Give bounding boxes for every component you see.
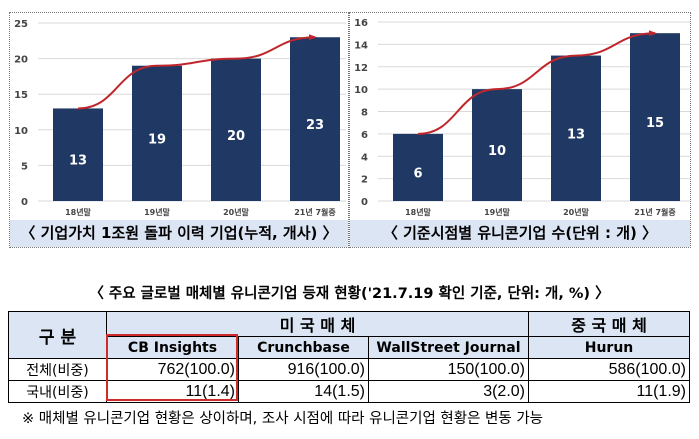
corner-header: 구 분	[8, 311, 107, 359]
bar	[211, 58, 261, 201]
footnote: ※ 매체별 유니콘기업 현황은 상이하며, 조사 시점에 따라 유니콘기업 현황…	[22, 411, 544, 427]
y-tick-label: 2	[361, 175, 368, 186]
data-label: 10	[488, 144, 506, 159]
table-title: 〈 주요 글로벌 매체별 유니콘기업 등재 현황('21.7.19 확인 기준,…	[89, 286, 610, 302]
y-tick-label: 16	[354, 18, 368, 29]
data-label: 23	[306, 118, 324, 133]
bar	[551, 55, 601, 201]
cell: 916(100.0)	[238, 358, 369, 381]
y-tick-label: 5	[21, 161, 28, 172]
y-tick-label: 20	[14, 55, 28, 66]
group-header-cn: 중 국 매 체	[528, 311, 690, 337]
data-label: 13	[69, 154, 87, 169]
y-tick-label: 8	[361, 108, 368, 119]
table-row: 전체(비중) 762(100.0) 916(100.0) 150(100.0) …	[8, 358, 690, 381]
column-header: Hurun	[528, 336, 690, 359]
cell: 14(1.5)	[238, 380, 369, 403]
cell: 586(100.0)	[528, 358, 690, 381]
data-label: 20	[227, 129, 245, 144]
x-tick-label: 18년말	[405, 207, 431, 217]
chart-caption: 〈 기준시점별 유니콘기업 수(단위 : 개) 〉	[350, 220, 690, 247]
x-tick-label: 19년말	[484, 207, 510, 217]
trend-arrow-icon	[309, 34, 317, 41]
cell: 150(100.0)	[368, 358, 529, 381]
bar	[53, 108, 103, 201]
y-tick-label: 0	[361, 197, 368, 208]
y-tick-label: 14	[354, 40, 368, 51]
trend-line	[77, 36, 316, 110]
highlight-box	[106, 334, 238, 401]
cell: 762(100.0)	[106, 358, 239, 381]
bar	[472, 89, 522, 201]
bar	[132, 65, 182, 201]
data-label: 13	[567, 127, 585, 142]
data-label: 15	[646, 116, 664, 131]
chart-panel-valuation: 0 5 10 15 20 25 13 18년말 19 19년말 20 20년말 23 21년 7월중 〈 …	[9, 12, 349, 248]
y-tick-label: 0	[21, 197, 28, 208]
y-tick-label: 15	[14, 90, 28, 101]
column-header: CB Insights	[106, 336, 239, 359]
row-label: 전체(비중)	[8, 358, 107, 381]
data-label: 6	[413, 166, 422, 181]
table-row: 국내(비중) 11(1.4) 14(1.5) 3(2.0) 11(1.9)	[8, 380, 690, 403]
group-header-us: 미 국 매 체	[106, 311, 529, 337]
bar-chart-unicorn-count: 0 2 4 6 8 10 12 14 16 6 18년말 10 19년말 13 20년말 15 21년 7월중	[354, 18, 690, 217]
x-tick-label: 18년말	[65, 207, 91, 217]
bar	[393, 133, 443, 201]
bar	[630, 33, 680, 201]
media-table: 구 분 미 국 매 체 중 국 매 체 CB Insights Crunchba…	[8, 311, 690, 403]
column-header: Crunchbase	[238, 336, 369, 359]
trend-line	[417, 32, 656, 135]
bar-chart-valuation: 0 5 10 15 20 25 13 18년말 19 19년말 20 20년말 23 21년 7월중	[14, 19, 346, 217]
y-tick-label: 25	[14, 19, 28, 30]
chart-panel-unicorn-count: 0 2 4 6 8 10 12 14 16 6 18년말 10 19년말 13 20년말 15 21년 7월중 …	[349, 12, 691, 248]
x-tick-label: 20년말	[223, 207, 249, 217]
y-tick-label: 12	[354, 63, 368, 74]
chart-caption: 〈 기업가치 1조원 돌파 이력 기업(누적, 개사) 〉	[10, 220, 348, 247]
x-tick-label: 20년말	[563, 207, 589, 217]
cell: 3(2.0)	[368, 380, 529, 403]
cell: 11(1.9)	[528, 380, 690, 403]
trend-arrow-icon	[649, 30, 657, 37]
x-tick-label: 21년 7월중	[294, 207, 336, 217]
column-header: WallStreet Journal	[368, 336, 529, 359]
y-tick-label: 4	[361, 152, 368, 163]
bar	[290, 37, 340, 202]
x-tick-label: 21년 7월중	[634, 207, 676, 217]
x-tick-label: 19년말	[144, 207, 170, 217]
row-label: 국내(비중)	[8, 380, 107, 403]
y-tick-label: 6	[361, 130, 368, 141]
y-tick-label: 10	[354, 85, 368, 96]
data-label: 19	[148, 132, 166, 147]
y-tick-label: 10	[14, 126, 28, 137]
